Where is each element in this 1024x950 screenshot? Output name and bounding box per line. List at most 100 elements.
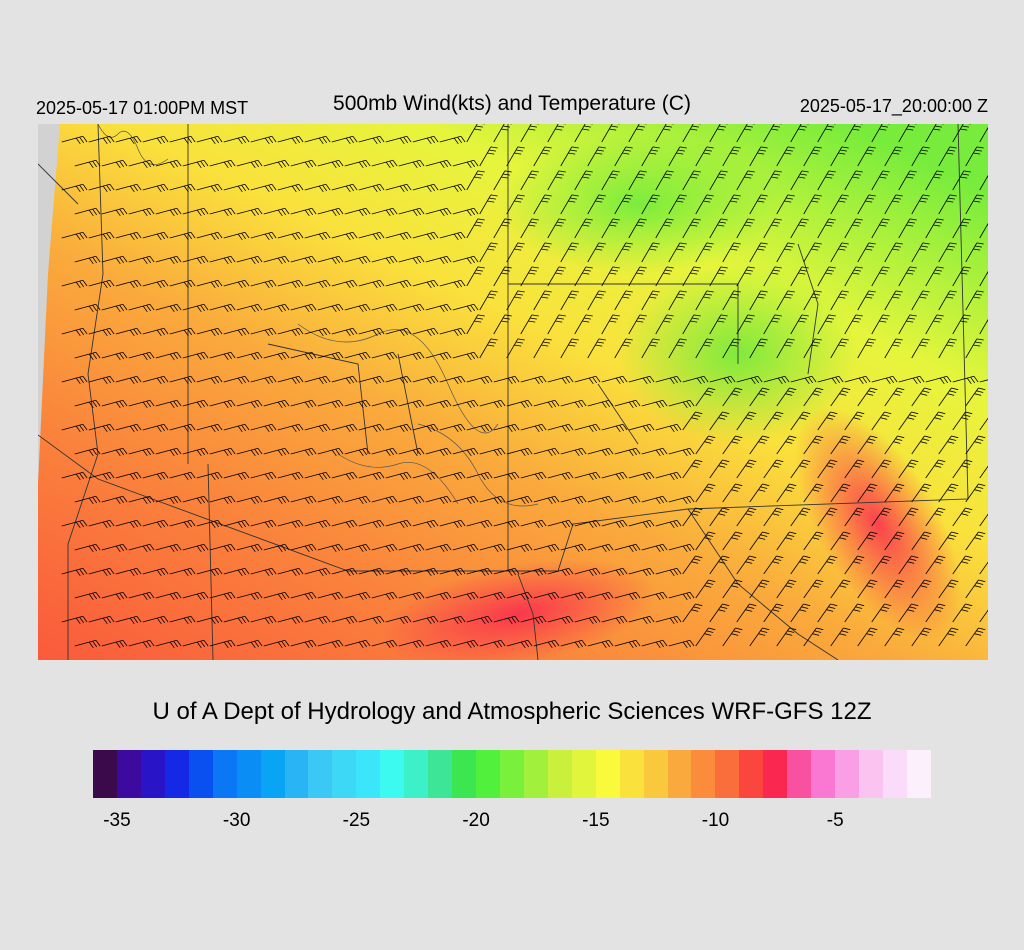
- wind-barb: [574, 170, 593, 191]
- wind-barb: [223, 471, 250, 481]
- wind-barb: [371, 255, 398, 265]
- wind-barb: [898, 555, 919, 575]
- wind-barb: [304, 135, 331, 145]
- wind-barb: [817, 124, 836, 143]
- wind-barb: [155, 447, 182, 457]
- wind-barb: [452, 543, 479, 553]
- wind-barb: [236, 255, 263, 265]
- wind-barb: [182, 303, 209, 313]
- wind-barb: [952, 266, 971, 287]
- wind-barb: [115, 279, 142, 289]
- wind-barb: [749, 531, 770, 551]
- wind-barb: [304, 183, 331, 193]
- wind-barb: [250, 423, 277, 433]
- wind-barb: [223, 519, 250, 529]
- wind-barb: [182, 543, 209, 553]
- wind-barb: [425, 351, 452, 361]
- wind-barb: [223, 279, 250, 289]
- wind-barb: [925, 375, 952, 385]
- wind-barb: [655, 170, 674, 191]
- wind-barb: [871, 555, 892, 575]
- wind-barb: [817, 375, 844, 385]
- wind-barb: [155, 639, 182, 649]
- wind-barb: [520, 124, 539, 143]
- wind-barb: [358, 135, 385, 145]
- wind-barb: [898, 411, 919, 431]
- wind-barb: [398, 207, 425, 217]
- wind-barb: [236, 399, 263, 409]
- wind-barb: [344, 399, 371, 409]
- wind-barb: [952, 507, 973, 527]
- wind-barb: [304, 567, 331, 577]
- wind-barb: [803, 627, 824, 647]
- wind-barb: [655, 314, 674, 335]
- wind-barb: [263, 495, 290, 505]
- wind-barb: [452, 591, 479, 601]
- wind-barb: [236, 447, 263, 457]
- wind-barb: [331, 279, 358, 289]
- wind-barb: [479, 146, 498, 167]
- wind-barb: [641, 447, 668, 457]
- wind-barb: [857, 531, 878, 551]
- wind-barb: [911, 579, 932, 599]
- wind-barb: [290, 591, 317, 601]
- wind-barb: [317, 399, 344, 409]
- wind-barb: [830, 242, 849, 263]
- wind-barb: [466, 615, 493, 625]
- wind-barb: [493, 124, 512, 143]
- wind-barb: [965, 242, 984, 263]
- wind-barb: [142, 423, 169, 433]
- wind-barb: [250, 279, 277, 289]
- wind-barb: [533, 399, 560, 409]
- wind-barb: [128, 543, 155, 553]
- wind-barb: [655, 471, 682, 481]
- wind-barb: [182, 351, 209, 361]
- wind-barb: [803, 579, 824, 599]
- wind-barb: [857, 338, 876, 359]
- wind-barb: [506, 591, 533, 601]
- wind-barb: [655, 615, 682, 625]
- wind-barb: [749, 338, 768, 359]
- wind-barb: [547, 170, 566, 191]
- colorbar-swatch: [212, 750, 237, 798]
- wind-barb: [547, 375, 574, 385]
- wind-barb: [223, 327, 250, 337]
- wind-barb: [61, 231, 88, 241]
- wind-barb: [452, 351, 479, 361]
- wind-barb: [101, 447, 128, 457]
- wind-barb: [209, 399, 236, 409]
- wind-barb: [479, 242, 498, 263]
- wind-barb: [587, 639, 614, 649]
- wind-barb: [844, 314, 863, 335]
- wind-barb: [763, 507, 784, 527]
- wind-barb: [493, 471, 520, 481]
- wind-barb: [88, 423, 115, 433]
- wind-barb: [911, 242, 930, 263]
- wind-barb: [304, 423, 331, 433]
- wind-barb: [223, 567, 250, 577]
- wind-barb: [790, 218, 809, 239]
- wind-barb: [209, 351, 236, 361]
- wind-barb: [965, 579, 986, 599]
- wind-barb: [263, 543, 290, 553]
- wind-barb: [128, 351, 155, 361]
- colorbar-tick-label: -10: [701, 810, 730, 831]
- wind-barb: [344, 543, 371, 553]
- wind-barb: [371, 591, 398, 601]
- wind-barb: [61, 423, 88, 433]
- wind-barb: [533, 495, 560, 505]
- wind-barb: [709, 507, 730, 527]
- wind-barb: [115, 567, 142, 577]
- wind-barb: [155, 207, 182, 217]
- colorbar-tick-label: -25: [342, 810, 371, 831]
- wind-barb: [128, 639, 155, 649]
- wind-barb: [236, 207, 263, 217]
- wind-barb: [155, 255, 182, 265]
- wind-barb: [88, 519, 115, 529]
- wind-barb: [533, 447, 560, 457]
- wind-barb: [641, 194, 660, 215]
- wind-barb: [155, 159, 182, 169]
- wind-barb: [371, 495, 398, 505]
- wind-barb: [871, 507, 892, 527]
- wind-barb: [304, 519, 331, 529]
